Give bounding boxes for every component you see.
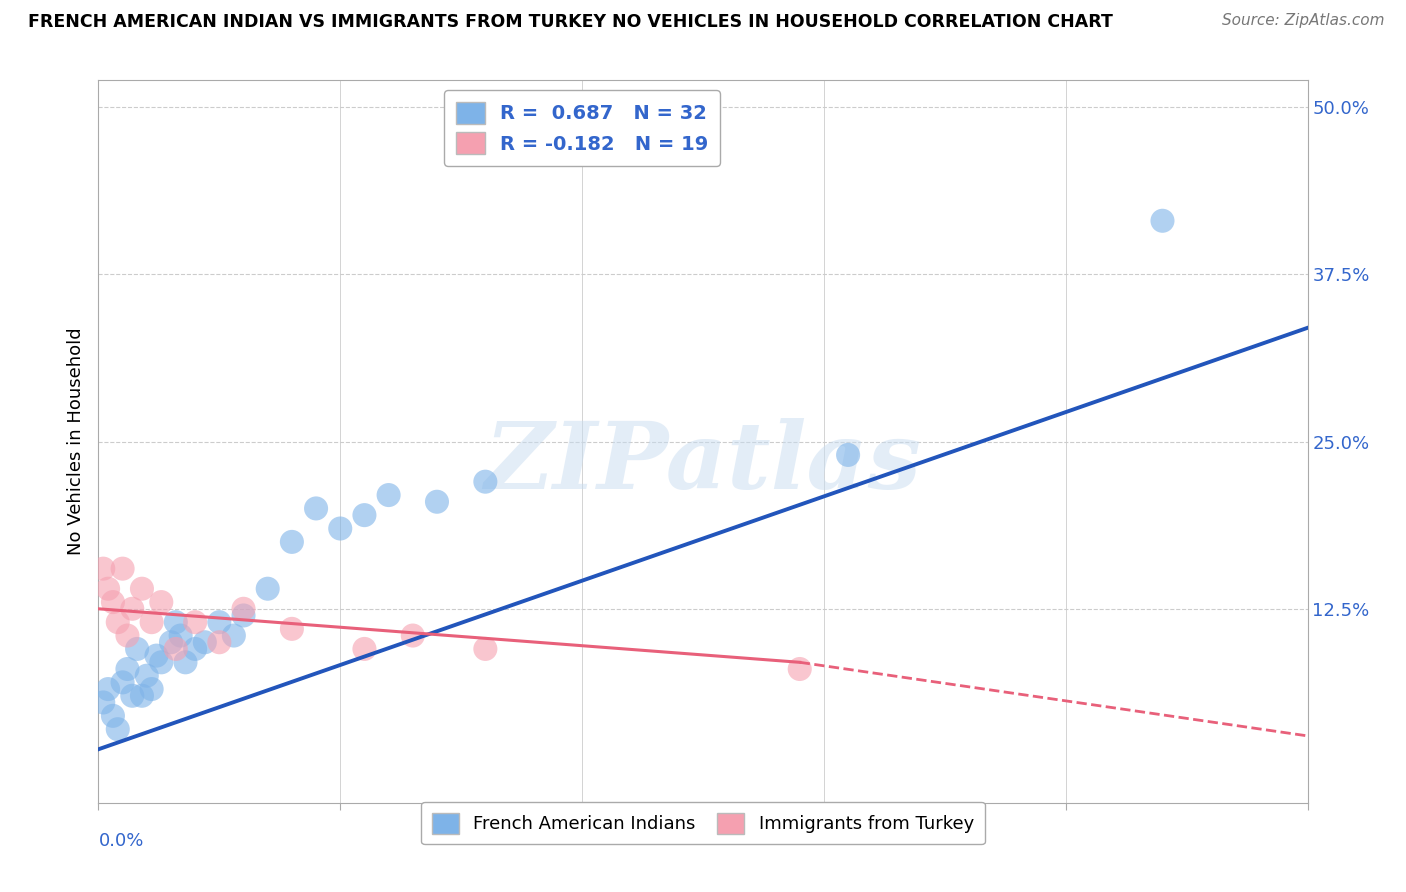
Point: [184, 615, 207, 630]
Point: [165, 615, 187, 630]
Point: [426, 494, 449, 508]
Point: [232, 602, 254, 616]
Point: [208, 615, 231, 630]
Text: ZIPatlas: ZIPatlas: [485, 418, 921, 508]
Point: [131, 582, 153, 596]
Point: [131, 689, 153, 703]
Point: [837, 448, 859, 462]
Text: FRENCH AMERICAN INDIAN VS IMMIGRANTS FROM TURKEY NO VEHICLES IN HOUSEHOLD CORREL: FRENCH AMERICAN INDIAN VS IMMIGRANTS FRO…: [28, 13, 1114, 31]
Point: [145, 648, 167, 663]
Point: [281, 622, 304, 636]
Point: [474, 475, 496, 489]
Point: [165, 642, 187, 657]
Point: [97, 582, 120, 596]
Point: [107, 615, 129, 630]
Point: [789, 662, 811, 676]
Point: [1152, 213, 1174, 227]
Point: [474, 642, 496, 657]
Y-axis label: No Vehicles in Household: No Vehicles in Household: [66, 327, 84, 556]
Point: [184, 642, 207, 657]
Point: [281, 535, 304, 549]
Point: [208, 635, 231, 649]
Point: [150, 655, 173, 669]
Point: [97, 681, 120, 696]
Point: [402, 629, 425, 643]
Point: [232, 608, 254, 623]
Point: [111, 562, 134, 576]
Point: [101, 595, 124, 609]
Text: Source: ZipAtlas.com: Source: ZipAtlas.com: [1222, 13, 1385, 29]
Text: 0.0%: 0.0%: [98, 831, 143, 850]
Point: [135, 669, 157, 683]
Point: [329, 521, 352, 535]
Point: [305, 501, 328, 516]
Point: [353, 508, 375, 523]
Point: [121, 689, 143, 703]
Point: [150, 595, 173, 609]
Point: [174, 655, 197, 669]
Point: [91, 562, 114, 576]
Point: [107, 723, 129, 737]
Point: [194, 635, 217, 649]
Point: [121, 602, 143, 616]
Point: [141, 615, 163, 630]
Point: [111, 675, 134, 690]
Point: [101, 708, 124, 723]
Point: [256, 582, 278, 596]
Point: [117, 662, 139, 676]
Legend: French American Indians, Immigrants from Turkey: French American Indians, Immigrants from…: [420, 802, 986, 845]
Point: [160, 635, 183, 649]
Point: [169, 629, 191, 643]
Point: [91, 696, 114, 710]
Point: [117, 629, 139, 643]
Point: [222, 629, 245, 643]
Point: [377, 488, 399, 502]
Point: [127, 642, 149, 657]
Point: [141, 681, 163, 696]
Point: [353, 642, 375, 657]
